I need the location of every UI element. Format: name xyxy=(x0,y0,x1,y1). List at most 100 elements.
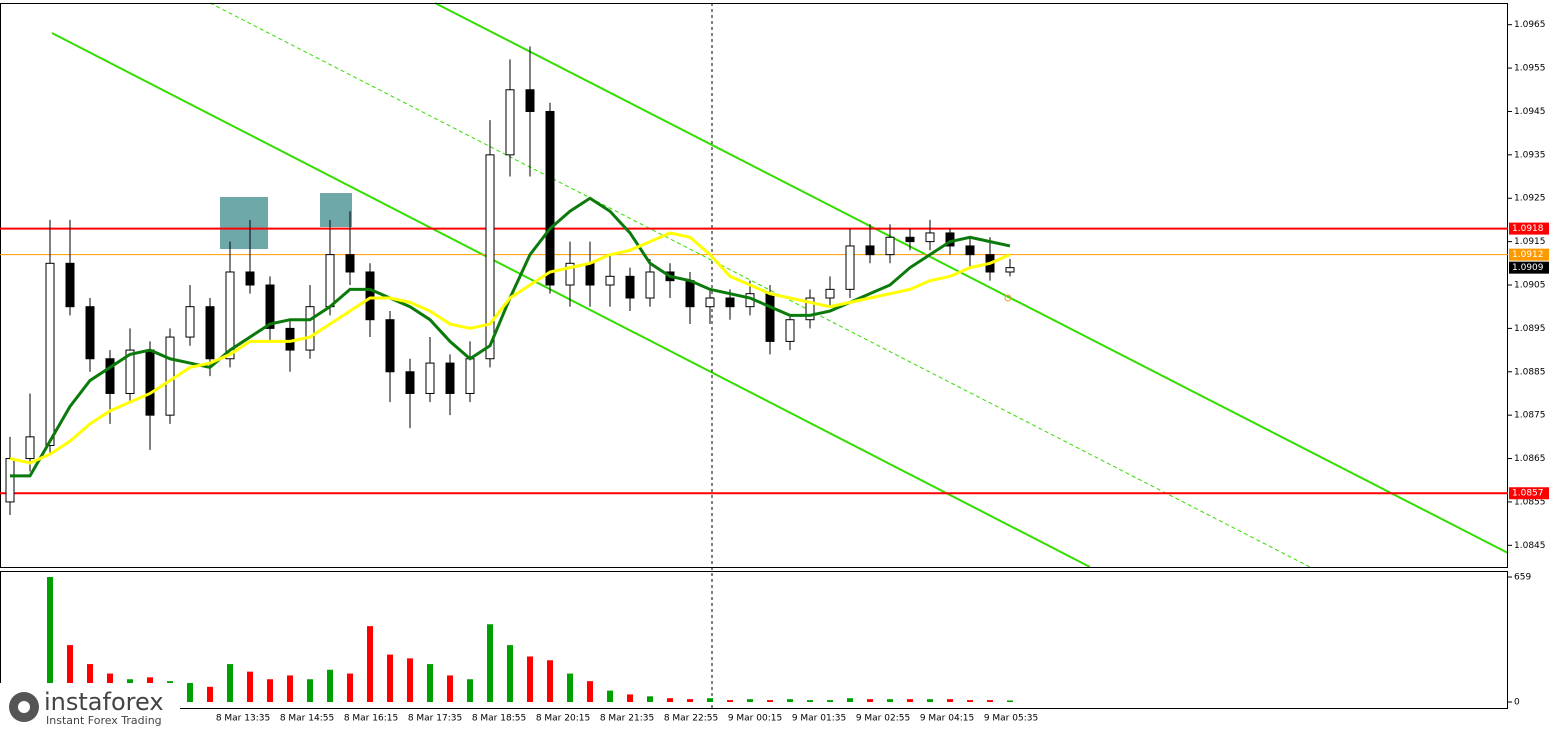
volume-tick-label: 659 xyxy=(1514,573,1531,583)
x-tick-label: 9 Mar 00:15 xyxy=(728,714,782,724)
volume-tick-label: 0 xyxy=(1514,698,1520,708)
candle-body xyxy=(885,236,895,256)
volume-bar xyxy=(387,654,393,702)
candle-body xyxy=(845,245,855,290)
y-tick-label: 1.0885 xyxy=(1514,367,1546,377)
x-tick-label: 8 Mar 20:15 xyxy=(536,714,590,724)
x-tick-label: 9 Mar 05:35 xyxy=(984,714,1038,724)
candle-body xyxy=(265,284,275,329)
y-tick-label: 1.0845 xyxy=(1514,541,1546,551)
x-tick-label: 8 Mar 17:35 xyxy=(408,714,462,724)
candle-body xyxy=(5,458,15,503)
y-tick-label: 1.0955 xyxy=(1514,64,1546,74)
candle-body xyxy=(545,110,555,286)
y-tick-label: 1.0945 xyxy=(1514,107,1546,117)
candle-body xyxy=(1005,267,1015,273)
volume-bar xyxy=(187,683,193,702)
volume-bar xyxy=(507,645,513,702)
level-label-box xyxy=(1509,222,1549,235)
level-label-box xyxy=(1509,248,1549,261)
candle-body xyxy=(925,232,935,243)
candle-body xyxy=(125,349,135,394)
volume-bar xyxy=(807,700,813,702)
volume-bar xyxy=(467,679,473,702)
volume-bar xyxy=(987,700,993,702)
candle-body xyxy=(785,319,795,342)
candle-body xyxy=(605,275,615,286)
candle-body xyxy=(205,306,215,360)
candle-body xyxy=(165,336,175,416)
x-tick-label: 8 Mar 13:35 xyxy=(216,714,270,724)
candle-body xyxy=(65,262,75,308)
x-tick-label: 8 Mar 14:55 xyxy=(280,714,334,724)
y-tick-label: 1.0925 xyxy=(1514,194,1546,204)
volume-bar xyxy=(707,698,713,702)
candle-body xyxy=(305,306,315,351)
candle-body xyxy=(765,293,775,342)
volume-bar xyxy=(327,669,333,702)
volume-panel-border xyxy=(0,571,1508,709)
marker xyxy=(1004,294,1012,302)
volume-bar xyxy=(227,664,233,702)
candle-body xyxy=(385,319,395,373)
candle-body xyxy=(645,271,655,299)
candle-body xyxy=(685,280,695,308)
volume-bar xyxy=(687,699,693,702)
volume-bar xyxy=(487,624,493,702)
candle-body xyxy=(145,349,155,416)
x-tick-label: 9 Mar 01:35 xyxy=(792,714,846,724)
volume-bar xyxy=(267,679,273,702)
y-tick-label: 1.0905 xyxy=(1514,281,1546,291)
price-panel-border xyxy=(0,3,1508,568)
logo: instaforex Instant Forex Trading xyxy=(0,683,180,730)
level-label: 1.0918 xyxy=(1512,224,1544,234)
x-tick-label: 9 Mar 04:15 xyxy=(920,714,974,724)
level-label-box xyxy=(1509,487,1549,500)
candle-body xyxy=(245,271,255,286)
candle-body xyxy=(525,89,535,112)
candle-body xyxy=(425,362,435,394)
volume-bar xyxy=(927,699,933,702)
last-price-label: 1.0909 xyxy=(1512,263,1544,273)
level-label: 1.0912 xyxy=(1512,250,1544,260)
candle-body xyxy=(45,262,55,447)
candle-body xyxy=(805,297,815,321)
candle-body xyxy=(25,436,35,460)
candle-body xyxy=(585,262,595,286)
volume-bar xyxy=(427,664,433,702)
y-tick-label: 1.0895 xyxy=(1514,324,1546,334)
moving-average xyxy=(9,231,1011,465)
volume-bar xyxy=(207,686,213,702)
volume-bar xyxy=(287,675,293,702)
volume-bar xyxy=(967,700,973,702)
candle-body xyxy=(225,271,235,360)
y-tick-label: 1.0865 xyxy=(1514,454,1546,464)
x-tick-label: 8 Mar 21:35 xyxy=(600,714,654,724)
volume-bar xyxy=(647,696,653,702)
volume-bar xyxy=(367,626,373,702)
candle-body xyxy=(465,358,475,394)
x-tick-label: 8 Mar 22:55 xyxy=(664,714,718,724)
volume-bar xyxy=(547,660,553,702)
volume-bar xyxy=(667,698,673,702)
volume-bar xyxy=(1007,700,1013,702)
volume-bar xyxy=(907,699,913,702)
candle-body xyxy=(865,245,875,256)
candle-body xyxy=(105,358,115,394)
volume-bar xyxy=(407,658,413,702)
y-tick-label: 1.0935 xyxy=(1514,150,1546,160)
channel-line xyxy=(51,32,1091,568)
candle-body xyxy=(905,236,915,243)
volume-bar xyxy=(627,694,633,702)
candle-body xyxy=(565,262,575,286)
logo-name: instaforex xyxy=(44,688,164,716)
annotations xyxy=(51,2,1509,708)
candle-body xyxy=(445,362,455,394)
logo-tagline: Instant Forex Trading xyxy=(46,714,162,727)
candle-body xyxy=(365,271,375,321)
volume-bar xyxy=(847,698,853,702)
volume-bar xyxy=(607,690,613,702)
candle-body xyxy=(85,306,95,360)
